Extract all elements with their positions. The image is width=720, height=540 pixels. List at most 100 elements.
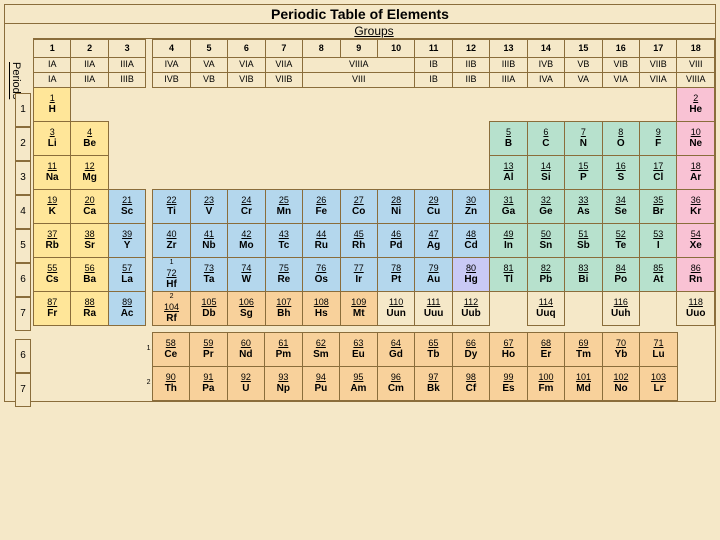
element-Pr[interactable]: 59Pr <box>190 333 228 367</box>
element-Xe[interactable]: 54Xe <box>677 224 715 258</box>
element-In[interactable]: 49In <box>490 224 527 258</box>
element-Ra[interactable]: 88Ra <box>71 292 108 326</box>
element-Se[interactable]: 34Se <box>602 190 639 224</box>
element-C[interactable]: 6C <box>527 122 564 156</box>
element-O[interactable]: 8O <box>602 122 639 156</box>
element-Ir[interactable]: 77Ir <box>340 258 377 292</box>
element-Er[interactable]: 68Er <box>527 333 565 367</box>
element-Ca[interactable]: 20Ca <box>71 190 108 224</box>
element-Cl[interactable]: 17Cl <box>640 156 677 190</box>
element-At[interactable]: 85At <box>640 258 677 292</box>
element-Pa[interactable]: 91Pa <box>190 367 228 401</box>
element-Eu[interactable]: 63Eu <box>340 333 378 367</box>
element-Uuh[interactable]: 116Uuh <box>602 292 639 326</box>
element-La[interactable]: 57La <box>108 258 145 292</box>
element-Ag[interactable]: 47Ag <box>415 224 452 258</box>
element-Cs[interactable]: 55Cs <box>34 258 71 292</box>
element-As[interactable]: 33As <box>565 190 602 224</box>
element-Ac[interactable]: 89Ac <box>108 292 145 326</box>
element-S[interactable]: 16S <box>602 156 639 190</box>
element-Ar[interactable]: 18Ar <box>677 156 715 190</box>
element-Gd[interactable]: 64Gd <box>377 333 415 367</box>
element-Ni[interactable]: 28Ni <box>377 190 414 224</box>
element-Rh[interactable]: 45Rh <box>340 224 377 258</box>
element-Es[interactable]: 99Es <box>490 367 528 401</box>
element-Pt[interactable]: 78Pt <box>377 258 414 292</box>
element-Os[interactable]: 76Os <box>303 258 340 292</box>
element-U[interactable]: 92U <box>227 367 265 401</box>
element-Db[interactable]: 105Db <box>190 292 227 326</box>
element-P[interactable]: 15P <box>565 156 602 190</box>
element-Te[interactable]: 52Te <box>602 224 639 258</box>
element-Nb[interactable]: 41Nb <box>190 224 227 258</box>
element-Sc[interactable]: 21Sc <box>108 190 145 224</box>
element-Th[interactable]: 90Th <box>152 367 190 401</box>
element-Hs[interactable]: 108Hs <box>303 292 340 326</box>
element-Rb[interactable]: 37Rb <box>34 224 71 258</box>
element-Pm[interactable]: 61Pm <box>265 333 303 367</box>
element-Sm[interactable]: 62Sm <box>302 333 340 367</box>
element-Mn[interactable]: 25Mn <box>265 190 302 224</box>
element-I[interactable]: 53I <box>640 224 677 258</box>
element-Re[interactable]: 75Re <box>265 258 302 292</box>
element-Sr[interactable]: 38Sr <box>71 224 108 258</box>
element-Tl[interactable]: 81Tl <box>490 258 527 292</box>
element-Ne[interactable]: 10Ne <box>677 122 715 156</box>
element-Ge[interactable]: 32Ge <box>527 190 564 224</box>
element-V[interactable]: 23V <box>190 190 227 224</box>
element-Bk[interactable]: 97Bk <box>415 367 453 401</box>
element-Be[interactable]: 4Be <box>71 122 108 156</box>
element-Np[interactable]: 93Np <box>265 367 303 401</box>
element-Cr[interactable]: 24Cr <box>228 190 265 224</box>
element-Li[interactable]: 3Li <box>34 122 71 156</box>
element-Lr[interactable]: 103Lr <box>640 367 678 401</box>
element-H[interactable]: 1H <box>34 88 71 122</box>
element-Ce[interactable]: 58Ce <box>152 333 190 367</box>
element-He[interactable]: 2He <box>677 88 715 122</box>
element-Ba[interactable]: 56Ba <box>71 258 108 292</box>
element-Mo[interactable]: 42Mo <box>228 224 265 258</box>
element-Zn[interactable]: 30Zn <box>452 190 489 224</box>
element-Si[interactable]: 14Si <box>527 156 564 190</box>
element-Tm[interactable]: 69Tm <box>565 333 603 367</box>
element-Bi[interactable]: 83Bi <box>565 258 602 292</box>
element-F[interactable]: 9F <box>640 122 677 156</box>
element-Na[interactable]: 11Na <box>34 156 71 190</box>
element-Dy[interactable]: 66Dy <box>452 333 490 367</box>
element-Uun[interactable]: 110Uun <box>377 292 414 326</box>
element-Kr[interactable]: 36Kr <box>677 190 715 224</box>
element-Rn[interactable]: 86Rn <box>677 258 715 292</box>
element-Al[interactable]: 13Al <box>490 156 527 190</box>
element-Am[interactable]: 95Am <box>340 367 378 401</box>
element-Pb[interactable]: 82Pb <box>527 258 564 292</box>
element-Hg[interactable]: 80Hg <box>452 258 489 292</box>
element-Mg[interactable]: 12Mg <box>71 156 108 190</box>
element-Uuo[interactable]: 118Uuo <box>677 292 715 326</box>
element-Ti[interactable]: 22Ti <box>153 190 190 224</box>
element-Cd[interactable]: 48Cd <box>452 224 489 258</box>
element-Ga[interactable]: 31Ga <box>490 190 527 224</box>
element-Br[interactable]: 35Br <box>640 190 677 224</box>
element-Nd[interactable]: 60Nd <box>227 333 265 367</box>
element-Fm[interactable]: 100Fm <box>527 367 565 401</box>
element-Co[interactable]: 27Co <box>340 190 377 224</box>
element-W[interactable]: 74W <box>228 258 265 292</box>
element-Fr[interactable]: 87Fr <box>34 292 71 326</box>
element-Ta[interactable]: 73Ta <box>190 258 227 292</box>
element-Uuu[interactable]: 111Uuu <box>415 292 452 326</box>
element-Tb[interactable]: 65Tb <box>415 333 453 367</box>
element-Rf[interactable]: 2104Rf <box>153 292 190 326</box>
element-Cu[interactable]: 29Cu <box>415 190 452 224</box>
element-Cm[interactable]: 96Cm <box>377 367 415 401</box>
element-Sn[interactable]: 50Sn <box>527 224 564 258</box>
element-Y[interactable]: 39Y <box>108 224 145 258</box>
element-Sb[interactable]: 51Sb <box>565 224 602 258</box>
element-Yb[interactable]: 70Yb <box>602 333 640 367</box>
element-Lu[interactable]: 71Lu <box>640 333 678 367</box>
element-Md[interactable]: 101Md <box>565 367 603 401</box>
element-N[interactable]: 7N <box>565 122 602 156</box>
element-B[interactable]: 5B <box>490 122 527 156</box>
element-K[interactable]: 19K <box>34 190 71 224</box>
element-Hf[interactable]: 172Hf <box>153 258 190 292</box>
element-Ho[interactable]: 67Ho <box>490 333 528 367</box>
